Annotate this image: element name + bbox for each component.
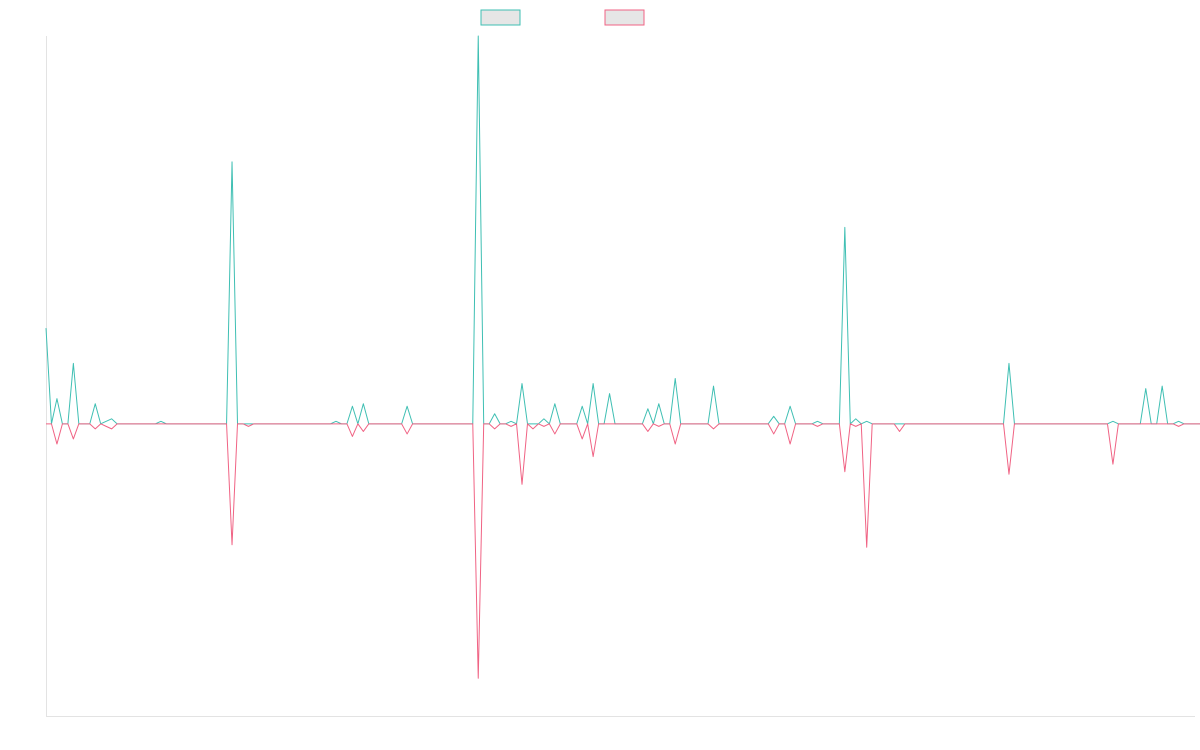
series-line-1: [45, 35, 1200, 425]
series-layer: [45, 35, 1200, 679]
series-line-2: [46, 423, 1200, 679]
legend: [480, 9, 645, 26]
legend-swatch-series-1[interactable]: [480, 9, 521, 26]
legend-swatch-series-2[interactable]: [604, 9, 645, 26]
